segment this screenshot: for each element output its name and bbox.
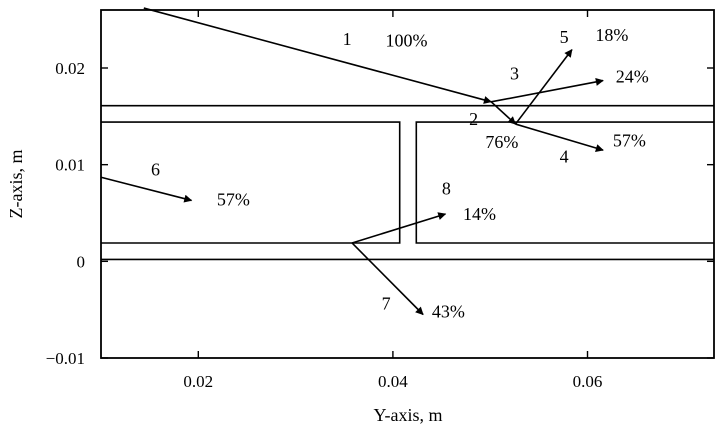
ray-8-arrow: [351, 212, 447, 244]
ray-2-arrow: [490, 101, 517, 125]
x-tick-label: 0.04: [378, 372, 408, 391]
boundary-right-channel-outline: [415, 121, 714, 244]
ray-8-percent: 14%: [463, 204, 496, 224]
ray-2-number: 2: [469, 109, 478, 129]
ray-3-number: 3: [510, 64, 519, 84]
y-tick-label: 0.01: [55, 156, 85, 175]
x-axis-label: Y-axis, m: [374, 405, 443, 425]
ray-4-arrow: [515, 123, 604, 152]
x-tick-label: 0.06: [573, 372, 603, 391]
ray-8-number: 8: [442, 179, 451, 199]
ray-6-number: 6: [151, 159, 160, 179]
ray-5-number: 5: [560, 27, 569, 47]
boundary-left-channel-outline: [101, 121, 401, 244]
ray-5-arrow: [514, 48, 573, 125]
ray-1-number: 1: [343, 29, 352, 49]
ray-5-percent: 18%: [595, 25, 628, 45]
ray-2-percent: 76%: [485, 132, 518, 152]
ray-3-percent: 24%: [616, 67, 649, 87]
ray-1-percent: 100%: [386, 31, 428, 51]
ray-7-percent: 43%: [432, 301, 465, 321]
y-tick-label: −0.01: [46, 349, 85, 368]
plot-frame: [100, 9, 715, 359]
y-tick-label: 0: [77, 252, 86, 271]
ray-4-percent: 57%: [613, 130, 646, 150]
x-tick-label: 0.02: [183, 372, 213, 391]
ray-1-arrow: [143, 7, 492, 104]
ray-3-arrow: [491, 77, 604, 103]
ray-6-percent: 57%: [217, 189, 250, 209]
y-axis-label: Z-axis, m: [6, 150, 26, 219]
ray-6-arrow: [100, 176, 193, 203]
ray-7-arrow: [351, 242, 424, 316]
ray-7-number: 7: [382, 294, 391, 314]
ray-4-number: 4: [560, 147, 569, 167]
y-tick-label: 0.02: [55, 59, 85, 78]
